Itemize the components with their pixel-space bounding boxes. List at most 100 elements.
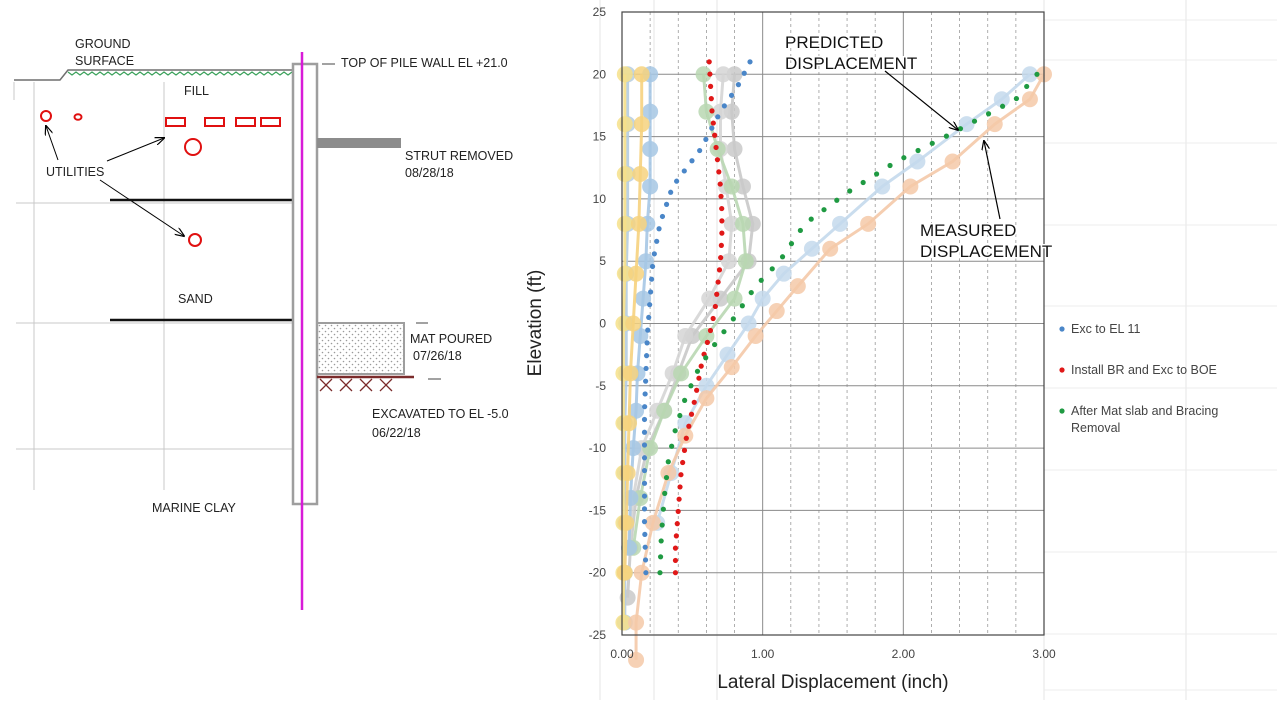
utility-duct [235, 117, 256, 127]
series-point [660, 506, 666, 512]
x-tick-label: 0.00 [610, 647, 634, 661]
measured-profile-point [630, 215, 647, 232]
series-point [662, 490, 668, 496]
y-tick-label: -5 [595, 379, 606, 393]
utility-duct [204, 117, 225, 127]
series-point [712, 132, 718, 138]
measured-profile-point [677, 327, 694, 344]
measured-profile-point [768, 303, 785, 320]
series-point [712, 303, 718, 310]
measured-profile-point [628, 651, 645, 668]
excavation-hatch [319, 378, 393, 392]
measured-profile-point [822, 240, 839, 257]
series-point [657, 570, 663, 576]
series-point [721, 103, 727, 109]
measured-profile-point [616, 66, 633, 83]
series-point [712, 341, 718, 348]
measured-profile-point [1021, 91, 1038, 108]
legend-label-after-mat-line1: After Mat slab and Bracing [1071, 404, 1218, 418]
series-point [648, 289, 654, 295]
series-point [676, 496, 682, 502]
measured-profile-point [874, 178, 891, 195]
series-point [643, 570, 649, 576]
series-point [788, 241, 795, 247]
measured-profile-point [616, 564, 633, 581]
series-point [642, 557, 649, 563]
series-point [689, 158, 695, 164]
series-point [659, 522, 665, 528]
measured-profile-point [628, 402, 645, 419]
series-point [641, 429, 648, 435]
series-point [901, 155, 907, 161]
series-point [730, 316, 736, 322]
series-point [718, 255, 724, 261]
predicted-label: PREDICTED [785, 33, 883, 52]
x-axis-ticks: 0.00 1.00 2.00 3.00 [610, 647, 1056, 661]
series-point [713, 144, 719, 151]
y-tick-label: -20 [589, 566, 607, 580]
series-point [873, 171, 880, 177]
series-point [971, 118, 978, 124]
series-point [672, 545, 679, 551]
series-point [715, 279, 721, 285]
measured-profile-point [642, 178, 659, 195]
measured-profile-point [628, 614, 645, 631]
sheet-grid [599, 0, 1277, 700]
y-tick-label: 15 [593, 130, 607, 144]
series-point [1024, 83, 1030, 90]
series-point [704, 339, 710, 345]
series-point [641, 416, 648, 423]
series-point [847, 188, 853, 194]
series-point [748, 289, 754, 296]
utility-pipe [73, 113, 83, 121]
measured-profile-point [789, 278, 806, 295]
utilities-label: UTILITIES [46, 165, 104, 179]
measured-profile-point [726, 290, 743, 307]
series-point [709, 108, 715, 114]
measured-profile-point [616, 116, 633, 133]
measured-profile-point [621, 415, 638, 432]
measured-profile-point [719, 346, 736, 363]
series-point [649, 263, 656, 270]
series-point [703, 355, 709, 361]
series-point [643, 365, 649, 372]
series-point [641, 467, 648, 474]
measured-profile-point [622, 365, 639, 382]
series-point [643, 353, 650, 359]
ground-profile [14, 69, 294, 81]
series-point [929, 140, 935, 146]
strut [317, 138, 401, 148]
series-point [708, 96, 714, 102]
measured-profile-point [715, 66, 732, 83]
measured-profile-point [633, 564, 650, 581]
strut-removed-label: STRUT REMOVED [405, 149, 513, 163]
series-point [1013, 95, 1020, 102]
series-point [808, 216, 814, 222]
utility-pipe [184, 138, 202, 156]
series-point [688, 383, 694, 389]
x-axis-label: Lateral Displacement (inch) [717, 672, 948, 693]
measured-profile-point [695, 66, 712, 83]
series-point [999, 103, 1006, 109]
pile-wall [291, 62, 319, 506]
series-point [718, 193, 724, 199]
predicted-arrow [884, 70, 958, 130]
series-point [957, 126, 964, 132]
measured-profile-point [633, 116, 650, 133]
measured-profile-point [628, 265, 645, 282]
measured-profile-point [734, 178, 751, 195]
measured-profile-point [734, 215, 751, 232]
series-point [716, 169, 722, 175]
measured-profile-point [720, 253, 737, 270]
measured-profile-point [993, 91, 1010, 108]
series-point [707, 83, 714, 89]
series-point [943, 133, 950, 139]
measured-profile-point [619, 465, 636, 482]
predicted-annotation: PREDICTED DISPLACEMENT [784, 32, 958, 130]
measured-profile-point [635, 290, 652, 307]
series-point [651, 251, 657, 257]
series-point [654, 238, 660, 244]
legend-marker-exc-el11 [1059, 326, 1065, 332]
series-point [672, 557, 679, 564]
